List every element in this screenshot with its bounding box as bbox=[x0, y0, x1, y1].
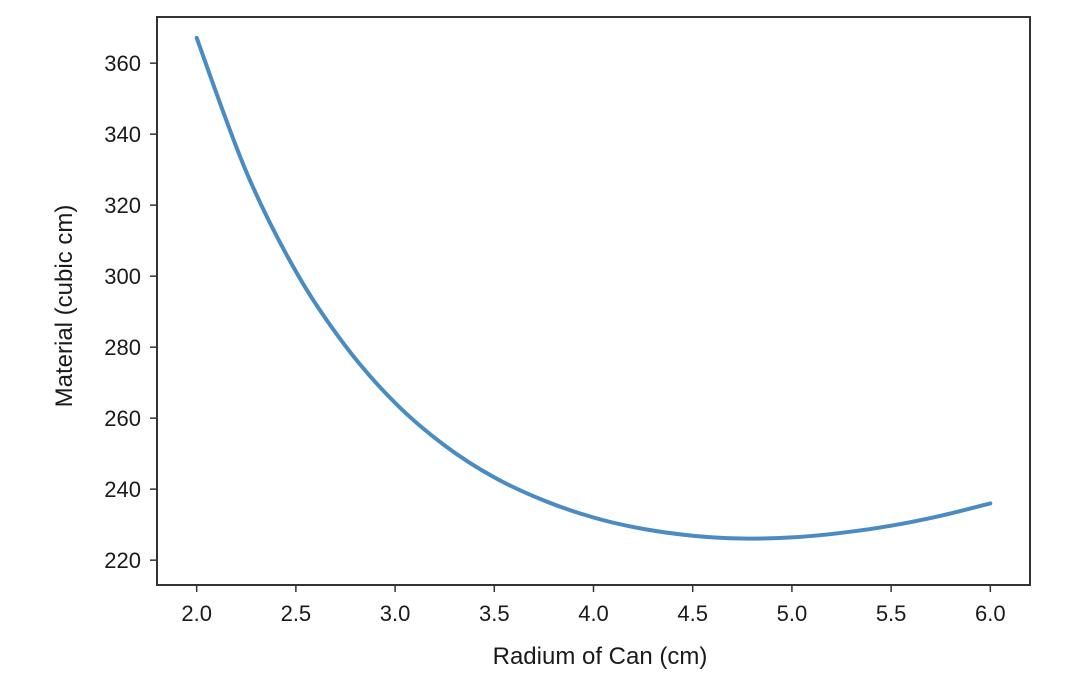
x-tick-label: 2.0 bbox=[181, 601, 212, 626]
x-axis-label: Radium of Can (cm) bbox=[493, 643, 708, 670]
y-tick-label: 220 bbox=[104, 548, 141, 573]
x-tick-label: 6.0 bbox=[975, 601, 1006, 626]
y-tick-label: 240 bbox=[104, 477, 141, 502]
y-tick-label: 320 bbox=[104, 193, 141, 218]
y-tick-label: 340 bbox=[104, 122, 141, 147]
x-axis: 2.0 2.5 3.0 3.5 4.0 4.5 5.0 5.5 6.0 bbox=[181, 585, 1006, 626]
x-tick-label: 3.5 bbox=[479, 601, 510, 626]
y-tick-label: 360 bbox=[104, 51, 141, 76]
y-tick-label: 260 bbox=[104, 406, 141, 431]
y-axis-label: Material (cubic cm) bbox=[51, 205, 78, 408]
y-tick-label: 300 bbox=[104, 264, 141, 289]
x-tick-label: 4.0 bbox=[578, 601, 609, 626]
y-tick-label: 280 bbox=[104, 335, 141, 360]
x-tick-label: 5.0 bbox=[777, 601, 808, 626]
x-tick-label: 2.5 bbox=[281, 601, 312, 626]
x-tick-label: 3.0 bbox=[380, 601, 411, 626]
y-axis: 220 240 260 280 300 320 340 360 bbox=[104, 51, 157, 573]
x-tick-label: 5.5 bbox=[876, 601, 907, 626]
series-line-material bbox=[194, 35, 993, 541]
x-tick-label: 4.5 bbox=[677, 601, 708, 626]
plot-frame bbox=[156, 16, 1031, 586]
